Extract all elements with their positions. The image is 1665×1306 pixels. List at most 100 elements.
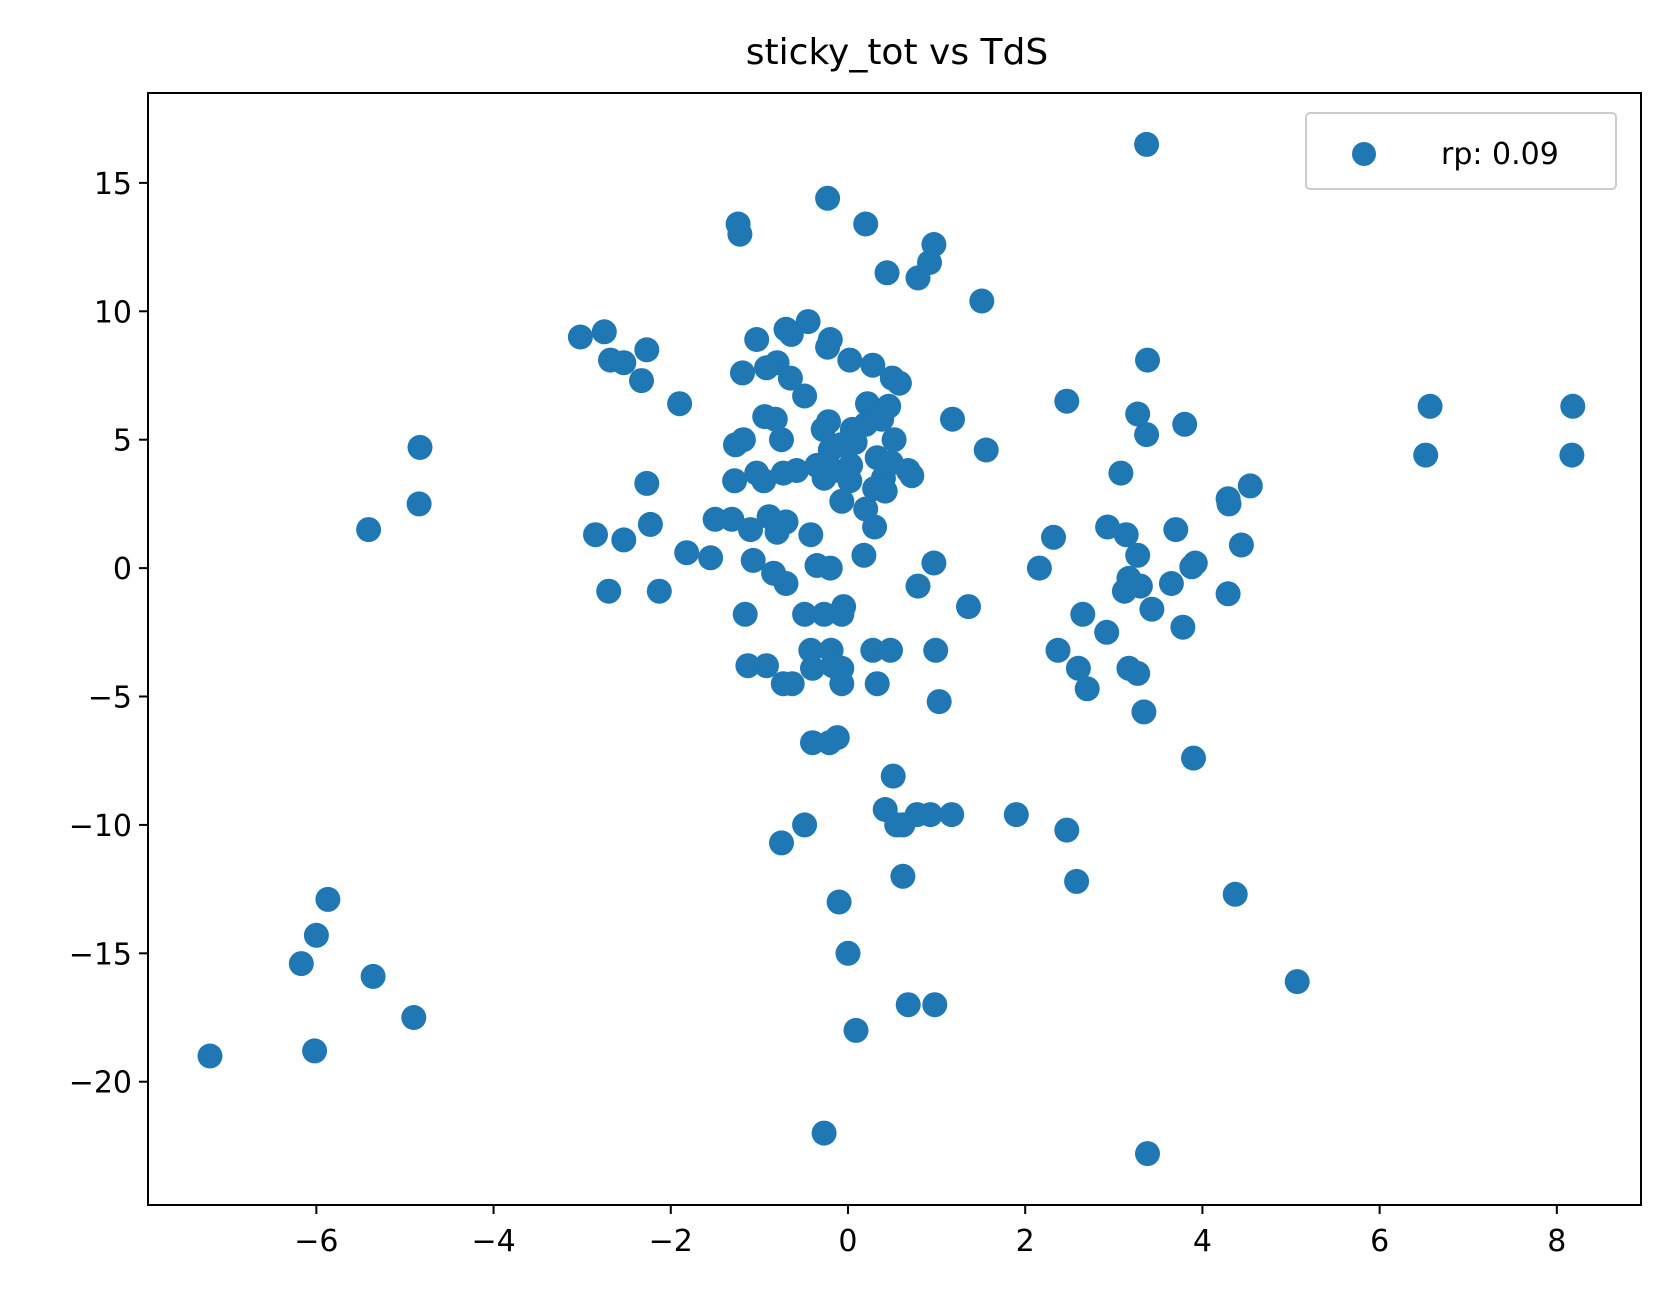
data-point [890, 812, 916, 838]
data-point [800, 655, 825, 681]
data-point [740, 547, 766, 573]
data-point [634, 470, 660, 496]
data-point [1125, 660, 1151, 686]
data-point [1170, 614, 1196, 640]
data-point [940, 406, 965, 432]
data-point [315, 886, 341, 912]
chart-title: sticky_tot vs TdS [746, 32, 1048, 73]
data-point [1139, 596, 1165, 622]
data-point [773, 571, 799, 596]
data-point [886, 370, 912, 396]
data-point [1559, 442, 1585, 468]
y-tick-label: −15 [69, 937, 132, 972]
data-point [829, 671, 855, 697]
data-point [732, 601, 758, 627]
data-point [1026, 555, 1052, 581]
data-point [401, 1005, 427, 1030]
data-point [1003, 802, 1029, 828]
y-tick-label: −20 [69, 1066, 132, 1101]
data-point [744, 327, 770, 352]
data-point [792, 383, 818, 409]
data-point [1163, 517, 1189, 543]
data-point [1041, 524, 1066, 550]
x-tick-label: −2 [649, 1224, 693, 1259]
data-point [784, 458, 810, 483]
y-tick-label: 10 [94, 295, 132, 330]
data-point [1134, 422, 1160, 448]
data-point [810, 416, 836, 442]
legend: rp: 0.09 [1305, 112, 1617, 190]
data-point [1094, 619, 1120, 645]
data-point [905, 573, 931, 599]
data-point [1125, 542, 1151, 568]
data-point [1135, 347, 1160, 373]
data-point [851, 542, 877, 568]
data-point [1054, 388, 1080, 414]
data-point [567, 324, 593, 350]
data-point [1222, 881, 1248, 907]
y-tick-label: 15 [94, 167, 132, 202]
data-point [831, 594, 857, 620]
data-point [917, 802, 943, 828]
data-point [1070, 601, 1096, 627]
data-point [1125, 401, 1151, 427]
x-tick-label: 0 [838, 1224, 857, 1259]
data-point [634, 337, 660, 363]
data-point [792, 601, 818, 627]
data-point [762, 406, 788, 432]
data-point [777, 365, 803, 391]
data-point [792, 812, 818, 838]
x-tick-label: 8 [1547, 1224, 1566, 1259]
x-tick-label: 2 [1016, 1224, 1035, 1259]
data-point [1111, 578, 1137, 604]
data-point [303, 922, 329, 948]
legend-marker [1352, 142, 1376, 166]
data-point [890, 863, 916, 889]
data-point [611, 350, 637, 376]
data-point [738, 517, 763, 543]
data-point [1074, 676, 1100, 702]
data-point [646, 578, 672, 604]
data-point [727, 221, 753, 247]
data-point [1135, 1141, 1160, 1167]
data-point [1065, 655, 1091, 681]
data-point [922, 992, 948, 1018]
data-point [1560, 393, 1586, 419]
data-point [835, 940, 861, 966]
data-point [302, 1038, 328, 1064]
data-point [815, 185, 841, 211]
data-point [779, 671, 805, 697]
data-point [1108, 460, 1134, 486]
data-point [1179, 554, 1205, 580]
data-point [1158, 571, 1184, 596]
data-point [815, 334, 841, 360]
y-tick-label: −5 [88, 681, 132, 716]
legend-frame [1305, 112, 1617, 190]
data-point [860, 637, 886, 663]
data-point [881, 427, 907, 453]
data-point [596, 578, 622, 604]
data-point [811, 601, 837, 627]
data-point [769, 427, 794, 453]
data-point [1113, 522, 1139, 548]
data-point [864, 671, 890, 697]
y-tick-label: −10 [69, 809, 132, 844]
data-point [406, 491, 432, 517]
data-point [1413, 442, 1439, 468]
x-tick-label: −6 [294, 1224, 338, 1259]
data-point [899, 463, 925, 489]
data-point [862, 514, 888, 540]
data-point [860, 352, 886, 378]
data-point [1228, 532, 1254, 558]
data-point [754, 355, 779, 381]
y-tick-label: 5 [113, 424, 132, 459]
data-point [778, 321, 804, 347]
data-point [1237, 473, 1263, 499]
data-point [956, 594, 981, 620]
data-point [637, 511, 663, 537]
data-point [824, 725, 850, 751]
data-point [769, 830, 794, 856]
